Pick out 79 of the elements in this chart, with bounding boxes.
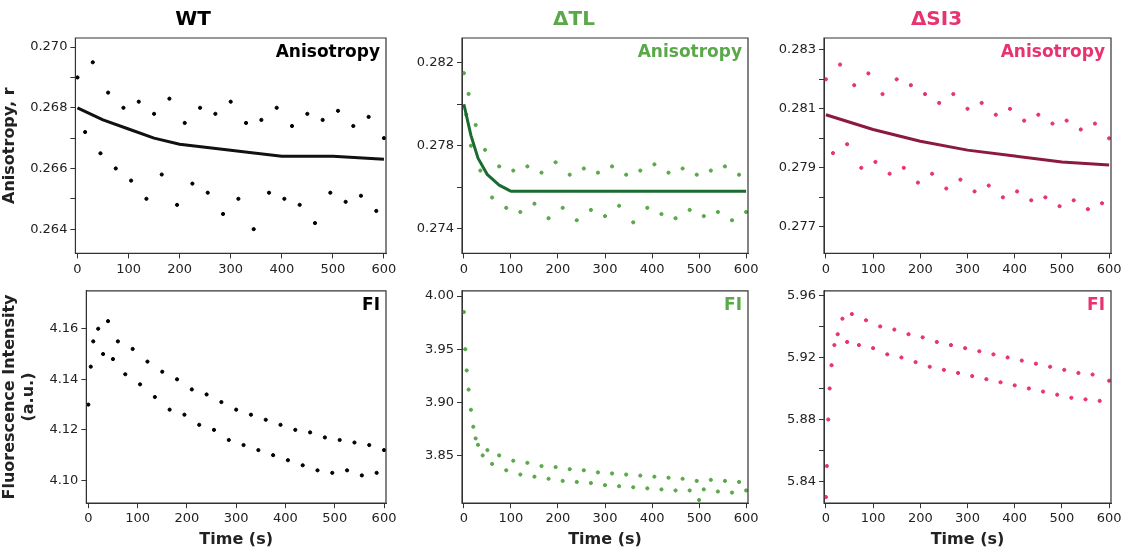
x-tick-label: 0 [73, 260, 82, 276]
x-tick-label: 200 [545, 510, 571, 526]
y-tick-label: 3.95 [425, 340, 454, 356]
x-tick-label: 300 [955, 260, 980, 276]
x-tick-label: 600 [371, 260, 397, 276]
annotation: FI [362, 293, 380, 314]
x-tick-label: 400 [1002, 260, 1028, 276]
x-tick-label: 200 [907, 510, 933, 526]
x-tick-label: 500 [686, 260, 712, 276]
x-axis-title: Time (s) [199, 528, 273, 548]
annotation: FI [724, 293, 742, 314]
y-axis-title: Fluorescence Intensity (a.u.) [0, 293, 37, 500]
x-tick-label: 100 [860, 260, 886, 276]
x-tick-label: 500 [322, 510, 348, 526]
x-tick-label: 600 [1096, 510, 1122, 526]
x-tick-label: 300 [592, 260, 618, 276]
y-tick-label: 3.85 [425, 446, 454, 462]
x-tick-label: 500 [1049, 510, 1075, 526]
x-tick-label: 100 [125, 510, 151, 526]
y-tick-label: 4.10 [49, 471, 79, 487]
y-tick-label: 4.00 [425, 287, 454, 303]
x-tick-label: 500 [686, 510, 712, 526]
chart-title: ΔSI3 [910, 6, 963, 31]
y-tick-label: 0.264 [30, 220, 68, 236]
y-tick-label: 5.96 [787, 286, 816, 302]
y-axis-title: Anisotropy, r [0, 87, 18, 204]
x-tick-label: 500 [1049, 260, 1075, 276]
y-tick-label: 0.270 [30, 38, 68, 54]
x-tick-label: 100 [116, 260, 141, 276]
y-tick-label: 3.90 [425, 393, 454, 409]
y-tick-label: 0.279 [778, 159, 816, 175]
x-axis-title: Time (s) [930, 528, 1005, 548]
y-tick-label: 5.88 [787, 410, 816, 426]
annotation: Anisotropy [275, 40, 380, 61]
x-tick-label: 400 [639, 260, 665, 276]
y-tick-label: 0.268 [30, 99, 68, 115]
x-tick-label: 100 [498, 260, 524, 276]
y-tick-label: 0.283 [778, 41, 816, 57]
annotation: Anisotropy [1000, 40, 1105, 61]
x-tick-label: 600 [733, 510, 759, 526]
y-tick-label: 0.266 [30, 159, 68, 175]
y-tick-label: 0.282 [416, 54, 454, 70]
x-tick-label: 0 [821, 510, 831, 526]
y-tick-label: 0.278 [416, 137, 454, 153]
x-tick-label: 600 [371, 510, 397, 526]
x-tick-label: 400 [269, 260, 295, 276]
x-tick-label: 200 [167, 260, 193, 276]
x-tick-label: 0 [459, 260, 469, 276]
y-tick-label: 5.84 [787, 472, 816, 488]
x-tick-label: 300 [218, 260, 244, 276]
x-tick-label: 500 [320, 260, 346, 276]
x-tick-label: 0 [84, 510, 93, 526]
x-tick-label: 200 [907, 260, 933, 276]
x-tick-label: 0 [459, 510, 469, 526]
y-tick-label: 4.16 [49, 320, 79, 336]
x-tick-label: 100 [860, 510, 886, 526]
x-axis-title: Time (s) [568, 528, 642, 548]
annotation: FI [1087, 293, 1105, 314]
chart-title: WT [175, 6, 212, 31]
x-tick-label: 300 [955, 510, 980, 526]
x-tick-label: 300 [592, 510, 618, 526]
y-tick-label: 0.277 [778, 218, 816, 234]
x-tick-label: 300 [223, 510, 249, 526]
x-tick-label: 200 [545, 260, 571, 276]
x-tick-label: 100 [498, 510, 524, 526]
y-tick-label: 0.281 [778, 100, 816, 116]
x-tick-label: 400 [1002, 510, 1028, 526]
x-tick-label: 600 [733, 260, 759, 276]
x-tick-label: 400 [273, 510, 298, 526]
x-tick-label: 600 [1096, 260, 1122, 276]
y-tick-label: 4.12 [49, 421, 79, 437]
y-tick-label: 0.274 [416, 219, 454, 235]
y-tick-label: 5.92 [787, 348, 816, 364]
annotation: Anisotropy [637, 40, 742, 61]
y-tick-label: 4.14 [49, 370, 79, 386]
chart-title: ΔTL [553, 6, 596, 31]
x-tick-label: 0 [821, 260, 831, 276]
x-tick-label: 400 [639, 510, 665, 526]
x-tick-label: 200 [174, 510, 200, 526]
